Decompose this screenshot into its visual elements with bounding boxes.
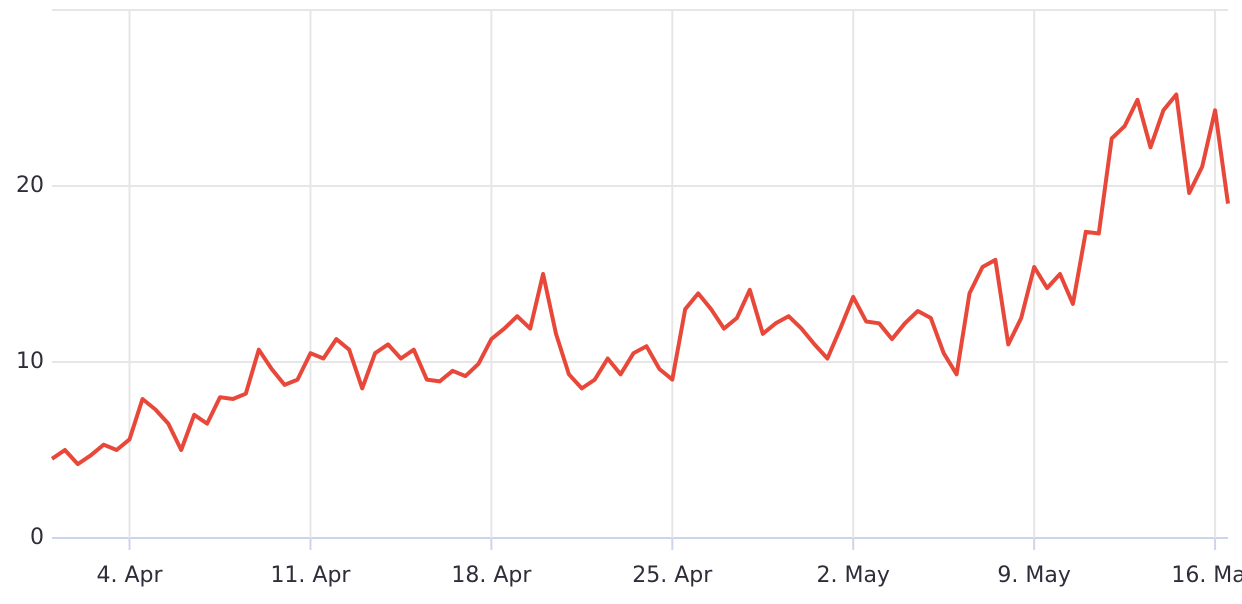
x-tick-label: 18. Apr — [451, 563, 532, 588]
y-tick-label: 10 — [16, 349, 44, 374]
y-tick-label: 20 — [16, 173, 44, 198]
y-tick-label: 0 — [30, 525, 44, 550]
x-tick-label: 4. Apr — [97, 563, 164, 588]
x-tick-label: 16. May — [1171, 563, 1242, 588]
x-tick-label: 25. Apr — [632, 563, 713, 588]
x-tick-label: 11. Apr — [270, 563, 351, 588]
x-tick-label: 2. May — [816, 563, 889, 588]
data-line — [50, 92, 1230, 467]
x-tick-label: 9. May — [997, 563, 1070, 588]
